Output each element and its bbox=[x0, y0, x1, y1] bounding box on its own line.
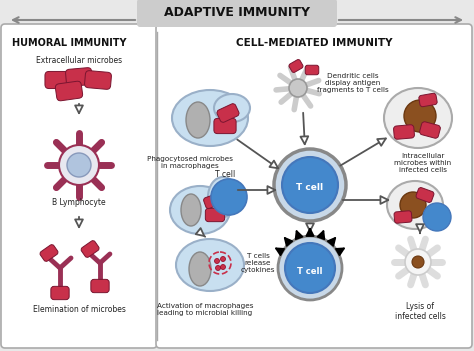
FancyBboxPatch shape bbox=[45, 72, 71, 88]
Text: Intracellular
microbes within
infected cells: Intracellular microbes within infected c… bbox=[394, 153, 452, 173]
FancyBboxPatch shape bbox=[203, 193, 222, 208]
Circle shape bbox=[220, 257, 226, 261]
Ellipse shape bbox=[176, 239, 244, 291]
Circle shape bbox=[215, 258, 219, 264]
Text: ADAPTIVE IMMUNITY: ADAPTIVE IMMUNITY bbox=[164, 7, 310, 20]
FancyBboxPatch shape bbox=[416, 187, 434, 203]
FancyBboxPatch shape bbox=[55, 81, 82, 101]
Ellipse shape bbox=[404, 100, 436, 132]
Ellipse shape bbox=[211, 179, 247, 215]
Ellipse shape bbox=[384, 88, 452, 148]
Circle shape bbox=[216, 265, 220, 271]
FancyBboxPatch shape bbox=[419, 93, 437, 107]
Ellipse shape bbox=[181, 194, 201, 226]
Text: B Lymphocyte: B Lymphocyte bbox=[52, 198, 106, 207]
Text: T cell: T cell bbox=[297, 266, 323, 276]
Text: T cells
release
cytokines: T cells release cytokines bbox=[241, 253, 275, 273]
FancyBboxPatch shape bbox=[205, 208, 225, 221]
Text: HUMORAL IMMUNITY: HUMORAL IMMUNITY bbox=[12, 38, 127, 48]
Ellipse shape bbox=[208, 177, 238, 217]
FancyBboxPatch shape bbox=[393, 125, 414, 139]
Text: T cell: T cell bbox=[296, 184, 324, 192]
Ellipse shape bbox=[405, 249, 431, 275]
Text: CELL-MEDIATED IMMUNITY: CELL-MEDIATED IMMUNITY bbox=[236, 38, 392, 48]
Ellipse shape bbox=[289, 79, 307, 97]
FancyBboxPatch shape bbox=[65, 68, 92, 86]
FancyBboxPatch shape bbox=[289, 59, 303, 73]
FancyBboxPatch shape bbox=[394, 211, 412, 223]
Ellipse shape bbox=[387, 181, 443, 229]
FancyBboxPatch shape bbox=[51, 286, 69, 300]
Text: T cell: T cell bbox=[215, 170, 235, 179]
FancyBboxPatch shape bbox=[91, 279, 109, 293]
FancyBboxPatch shape bbox=[156, 24, 472, 348]
Ellipse shape bbox=[412, 256, 424, 268]
Ellipse shape bbox=[67, 153, 91, 177]
FancyBboxPatch shape bbox=[81, 240, 99, 258]
FancyBboxPatch shape bbox=[84, 71, 111, 90]
FancyBboxPatch shape bbox=[1, 24, 157, 348]
Ellipse shape bbox=[186, 102, 210, 138]
Ellipse shape bbox=[274, 149, 346, 221]
FancyBboxPatch shape bbox=[137, 0, 337, 27]
Text: Dendritic cells
display antigen
fragments to T cells: Dendritic cells display antigen fragment… bbox=[317, 73, 389, 93]
FancyBboxPatch shape bbox=[217, 104, 239, 122]
Ellipse shape bbox=[278, 236, 342, 300]
Ellipse shape bbox=[214, 94, 250, 122]
Ellipse shape bbox=[400, 192, 426, 218]
Ellipse shape bbox=[170, 186, 230, 234]
FancyBboxPatch shape bbox=[419, 122, 440, 138]
Ellipse shape bbox=[282, 157, 338, 213]
Ellipse shape bbox=[172, 90, 248, 146]
Ellipse shape bbox=[189, 252, 211, 286]
Ellipse shape bbox=[59, 145, 99, 185]
Circle shape bbox=[220, 265, 226, 270]
Ellipse shape bbox=[423, 203, 451, 231]
Text: Lysis of
infected cells: Lysis of infected cells bbox=[394, 302, 446, 322]
Text: Extracellular microbes: Extracellular microbes bbox=[36, 56, 122, 65]
Text: Activation of macrophages
leading to microbial killing: Activation of macrophages leading to mic… bbox=[157, 303, 253, 316]
FancyBboxPatch shape bbox=[40, 245, 58, 261]
Text: Elemination of microbes: Elemination of microbes bbox=[33, 305, 126, 314]
FancyBboxPatch shape bbox=[305, 65, 319, 75]
Ellipse shape bbox=[285, 243, 335, 293]
Text: Phagocytosed microbes
in macrophages: Phagocytosed microbes in macrophages bbox=[147, 156, 233, 169]
FancyBboxPatch shape bbox=[214, 118, 236, 134]
